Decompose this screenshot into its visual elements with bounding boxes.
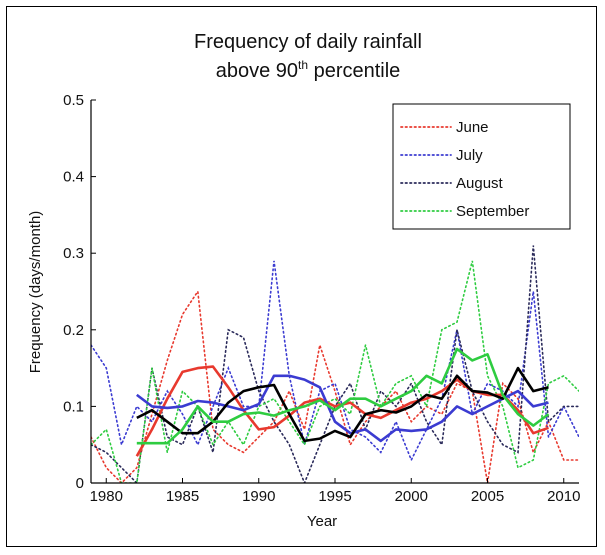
series-line-june bbox=[91, 289, 579, 483]
legend-label-june: June bbox=[456, 119, 489, 136]
legend-label-august: August bbox=[456, 175, 504, 192]
chart-title-line-2-prefix: above 90 bbox=[216, 60, 298, 82]
y-tick-label: 0.1 bbox=[63, 398, 84, 415]
x-axis-label: Year bbox=[307, 513, 337, 530]
legend-box bbox=[392, 103, 571, 230]
smoothed-line-september bbox=[136, 347, 550, 445]
x-tick-label: 1980 bbox=[90, 488, 123, 505]
series-layer bbox=[91, 245, 579, 483]
y-tick-label: 0.3 bbox=[63, 245, 84, 262]
legend-label-september: September bbox=[456, 203, 529, 220]
legend: June July August September bbox=[392, 103, 571, 230]
y-tick-label: 0.5 bbox=[63, 92, 84, 109]
chart-title-line-1: Frequency of daily rainfall bbox=[194, 31, 422, 53]
x-tick-label: 2005 bbox=[471, 488, 504, 505]
y-axis-ticks: 0 0.1 0.2 0.3 0.4 0.5 bbox=[63, 92, 96, 492]
y-tick-label: 0 bbox=[76, 475, 84, 492]
smoothed-line-august bbox=[136, 366, 549, 443]
x-tick-label: 2010 bbox=[547, 488, 580, 505]
x-tick-label: 1985 bbox=[166, 488, 199, 505]
chart-title-superscript: th bbox=[298, 58, 308, 72]
chart-title-line-2-suffix: percentile bbox=[308, 60, 400, 82]
y-axis-label: Frequency (days/month) bbox=[27, 211, 44, 374]
legend-label-july: July bbox=[456, 147, 483, 164]
x-tick-label: 1995 bbox=[318, 488, 351, 505]
smoothed-series-group bbox=[135, 347, 550, 457]
y-tick-label: 0.2 bbox=[63, 322, 84, 339]
x-tick-label: 2000 bbox=[395, 488, 428, 505]
smoothed-line-july bbox=[136, 374, 549, 443]
x-tick-label: 1990 bbox=[242, 488, 275, 505]
series-line-july bbox=[91, 260, 579, 462]
chart-title-line-2: above 90th percentile bbox=[216, 58, 401, 82]
x-axis-ticks: 1980 1985 1990 1995 2000 2005 2010 bbox=[90, 478, 580, 505]
y-tick-label: 0.4 bbox=[63, 169, 84, 186]
